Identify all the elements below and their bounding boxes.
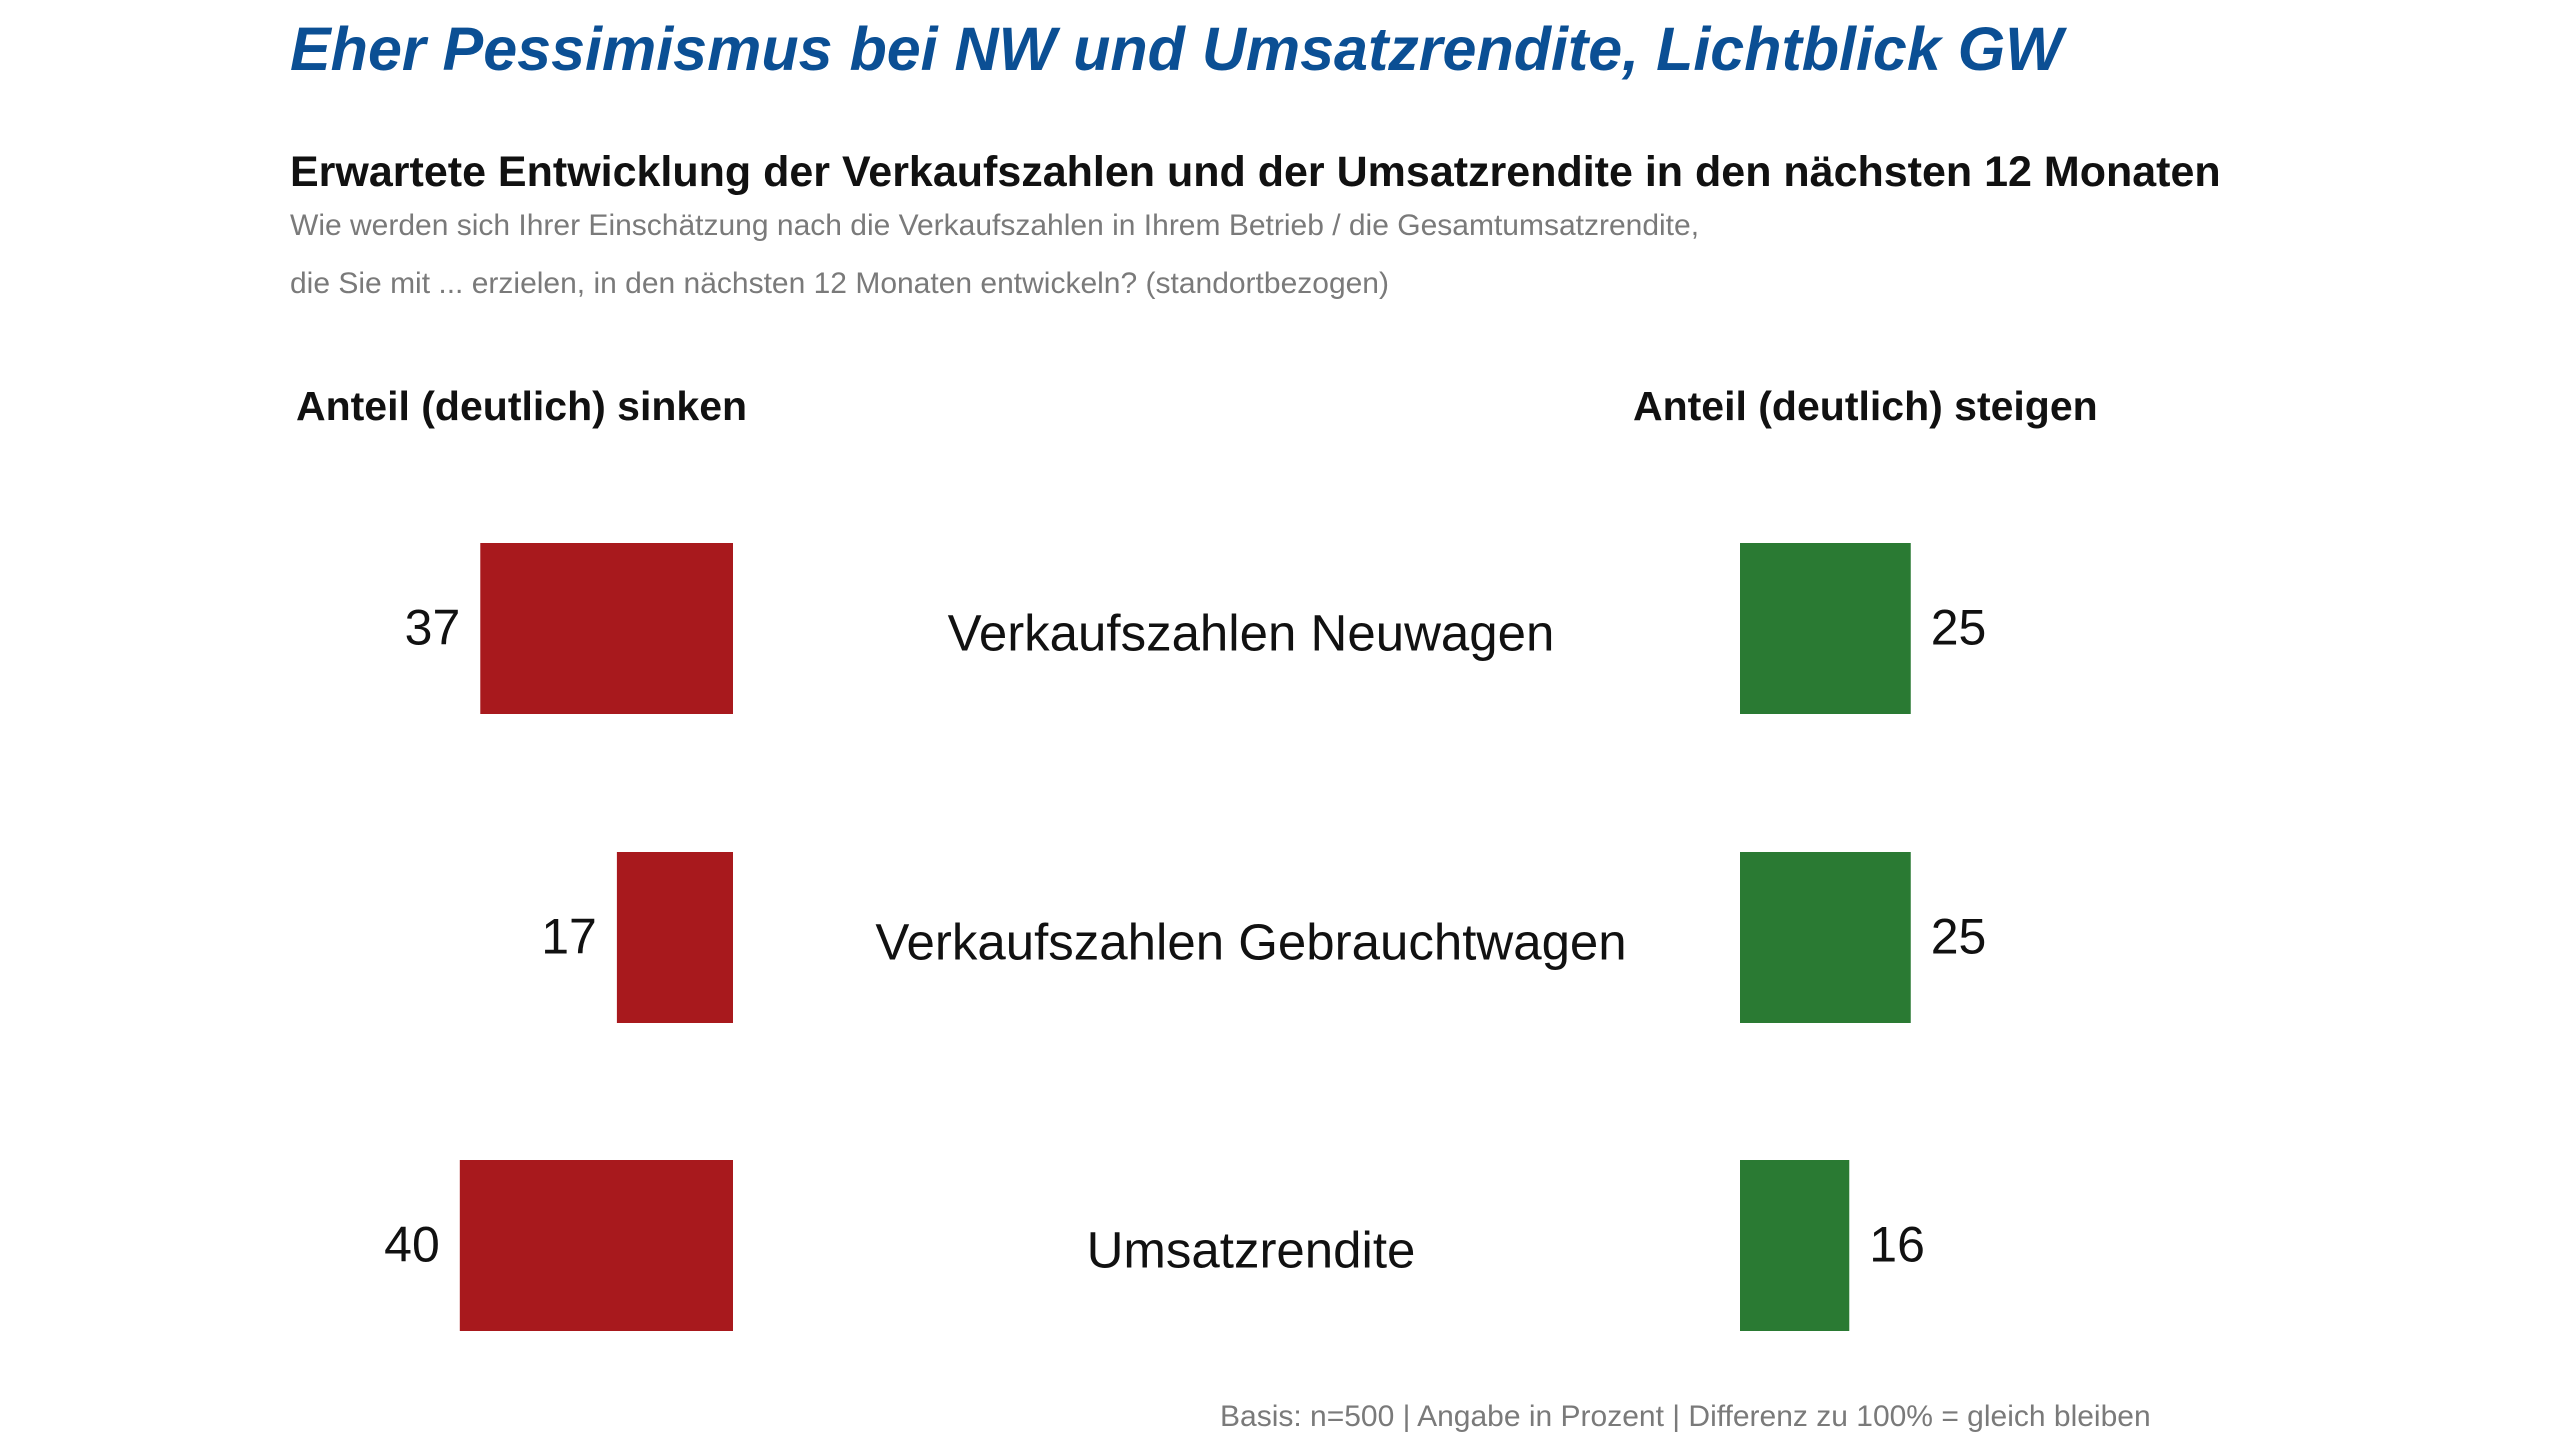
- right-series-header: Anteil (deutlich) steigen: [1633, 383, 2098, 429]
- left-series-header: Anteil (deutlich) sinken: [296, 383, 748, 429]
- label-sinken-0: 37: [405, 600, 461, 656]
- bar-steigen-1: [1740, 852, 1911, 1023]
- category-label-0: Verkaufszahlen Neuwagen: [948, 605, 1555, 662]
- bar-steigen-0: [1740, 543, 1911, 714]
- bar-sinken-2: [459, 1160, 733, 1331]
- label-sinken-1: 17: [541, 909, 597, 965]
- category-label-1: Verkaufszahlen Gebrauchtwagen: [875, 914, 1626, 971]
- question-text-line-1: Wie werden sich Ihrer Einschätzung nach …: [290, 209, 1700, 242]
- category-label-2: Umsatzrendite: [1087, 1222, 1416, 1279]
- label-steigen-2: 16: [1869, 1217, 1925, 1273]
- question-text-line-2: die Sie mit ... erzielen, in den nächste…: [290, 267, 1389, 300]
- chart-subtitle: Erwartete Entwicklung der Verkaufszahlen…: [290, 148, 2221, 196]
- bar-steigen-2: [1740, 1160, 1850, 1331]
- footnote: Basis: n=500 | Angabe in Prozent | Diffe…: [1220, 1400, 2151, 1433]
- label-steigen-1: 25: [1931, 909, 1987, 965]
- chart-title: Eher Pessimismus bei NW und Umsatzrendit…: [290, 15, 2063, 83]
- label-sinken-2: 40: [384, 1217, 440, 1273]
- label-steigen-0: 25: [1931, 600, 1987, 656]
- bar-sinken-0: [480, 543, 733, 714]
- bar-sinken-1: [616, 852, 733, 1023]
